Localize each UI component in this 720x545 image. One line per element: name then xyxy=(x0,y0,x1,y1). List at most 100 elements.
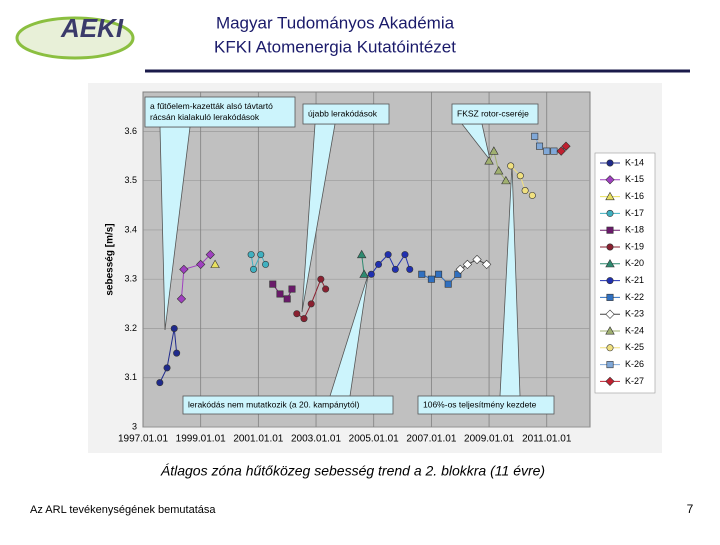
marker xyxy=(384,251,392,259)
legend-marker xyxy=(605,376,615,387)
x-tick-label: 2001.01.01 xyxy=(233,434,283,445)
legend-label: K-25 xyxy=(625,342,644,352)
annotation: a fűtőelem-kazetták alsó távtartó xyxy=(150,101,273,111)
x-tick-label: 1999.01.01 xyxy=(176,434,226,445)
marker xyxy=(391,265,399,273)
x-tick-label: 2007.01.01 xyxy=(406,434,456,445)
legend-label: K-15 xyxy=(625,174,644,184)
callout-box xyxy=(144,96,296,128)
marker xyxy=(205,249,215,260)
marker xyxy=(531,132,539,140)
callout-box xyxy=(417,395,555,415)
marker xyxy=(293,310,301,318)
marker xyxy=(556,146,566,156)
legend-label: K-20 xyxy=(625,258,644,268)
series-line xyxy=(510,165,533,196)
legend-marker xyxy=(606,243,614,251)
annotation: FKSZ rotor-cseréje xyxy=(457,108,529,118)
legend-marker xyxy=(606,226,614,234)
y-tick-label: 3 xyxy=(132,421,137,431)
series-line xyxy=(272,283,293,300)
marker xyxy=(418,270,426,278)
chart: 3 3.1 3.2 3.3 3.4 3.5 3.6 1997.01.01 1999.01.01 2… xyxy=(105,91,656,445)
legend-marker xyxy=(605,309,615,319)
footer-text: Az ARL tevékenységének bemutatása xyxy=(30,504,216,516)
logo: AEKI xyxy=(60,13,124,43)
marker xyxy=(455,264,465,274)
legend-label: K-16 xyxy=(625,191,644,201)
marker xyxy=(507,162,515,170)
legend-label: K-26 xyxy=(625,359,644,369)
marker xyxy=(528,191,536,199)
marker xyxy=(359,269,369,278)
marker xyxy=(247,251,255,259)
series-line xyxy=(459,258,487,270)
marker xyxy=(173,349,181,357)
marker xyxy=(288,285,296,293)
header-title: Magyar Tudományos Akadémia xyxy=(216,13,455,32)
y-tick-label: 3.3 xyxy=(124,274,137,284)
marker xyxy=(375,260,383,268)
legend-label: K-27 xyxy=(625,376,644,386)
marker xyxy=(367,270,375,278)
series-line xyxy=(159,328,178,383)
marker xyxy=(543,147,551,155)
marker xyxy=(250,265,258,273)
marker xyxy=(170,324,178,332)
y-tick-label: 3.5 xyxy=(124,175,137,185)
legend-marker xyxy=(606,277,614,285)
legend-marker xyxy=(605,326,615,335)
legend-marker xyxy=(605,191,615,201)
x-tick-label: 2003.01.01 xyxy=(291,434,341,445)
marker xyxy=(444,280,452,288)
marker xyxy=(307,300,315,308)
marker xyxy=(401,251,409,259)
legend-label: K-23 xyxy=(625,309,644,319)
annotation: 106%-os teljesítmény kezdete xyxy=(423,399,537,409)
callout-box xyxy=(182,395,394,415)
marker xyxy=(489,146,499,155)
y-axis-label: sebesség [m/s] xyxy=(105,223,116,295)
marker xyxy=(156,379,164,387)
legend-label: K-22 xyxy=(625,292,644,302)
x-tick-label: 2005.01.01 xyxy=(349,434,399,445)
plot-area xyxy=(142,91,591,428)
legend-marker xyxy=(605,258,615,268)
marker xyxy=(516,172,524,180)
legend-marker xyxy=(606,209,614,217)
legend-label: K-18 xyxy=(625,225,644,235)
x-tick-label: 1997.01.01 xyxy=(118,434,168,445)
marker xyxy=(356,249,367,259)
marker xyxy=(317,275,325,283)
page-number: 7 xyxy=(687,502,694,516)
legend-box xyxy=(594,152,656,394)
marker xyxy=(484,156,494,165)
marker xyxy=(163,364,171,372)
marker xyxy=(176,294,187,304)
header-title: KFKI Atomenergia Kutatóintézet xyxy=(214,37,456,56)
marker xyxy=(283,295,291,303)
marker xyxy=(210,259,220,268)
legend-marker xyxy=(606,159,614,167)
marker xyxy=(501,175,511,185)
series-line xyxy=(534,136,554,152)
series-line xyxy=(180,254,211,299)
legend-marker xyxy=(606,361,614,369)
caption: Átlagos zóna hűtőközeg sebesség trend a … xyxy=(160,463,545,479)
y-tick-label: 3.4 xyxy=(124,224,137,234)
marker xyxy=(482,259,492,270)
callout-box xyxy=(302,103,390,125)
y-tick-label: 3.2 xyxy=(124,323,137,333)
marker xyxy=(561,141,571,151)
y-tick-label: 3.6 xyxy=(124,126,137,136)
logo-ring xyxy=(15,16,135,60)
series-line xyxy=(488,149,507,181)
marker xyxy=(276,290,284,298)
legend-label: K-14 xyxy=(625,157,644,167)
marker xyxy=(536,142,544,150)
marker xyxy=(472,254,482,265)
y-tick-label: 3.1 xyxy=(124,372,137,382)
marker xyxy=(269,280,277,288)
marker xyxy=(435,270,443,278)
